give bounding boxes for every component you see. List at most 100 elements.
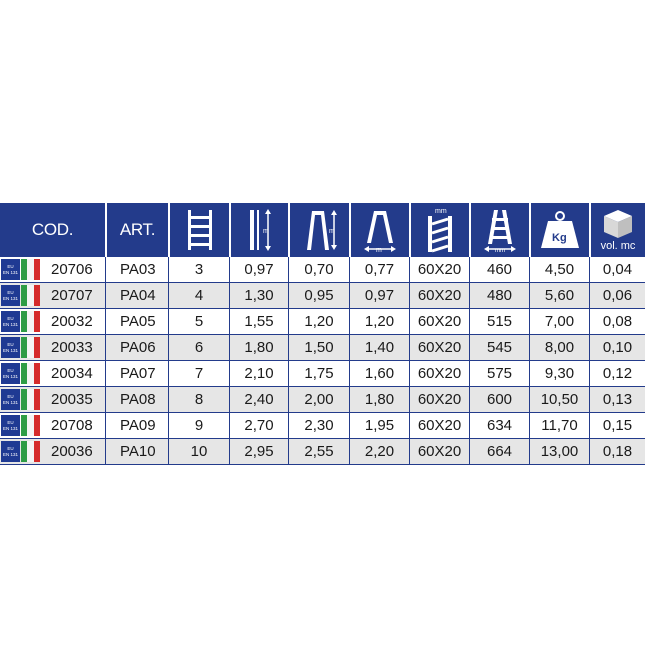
vol-value: 0,13 xyxy=(589,387,645,412)
certification-badges: EU EN 131 xyxy=(0,415,45,436)
h1-value: 2,10 xyxy=(229,361,288,386)
profile-value: 60X20 xyxy=(409,387,469,412)
italy-flag-icon xyxy=(21,311,40,332)
cod-cell: EU EN 131 20706 xyxy=(0,257,105,282)
h1-value: 1,80 xyxy=(229,335,288,360)
cod-cell: EU EN 131 20036 xyxy=(0,439,105,464)
base-width-icon: m xyxy=(349,203,409,257)
art-value: PA05 xyxy=(105,309,168,334)
italy-flag-icon xyxy=(21,441,40,462)
table-row: EU EN 131 20036 PA10 10 2,95 2,55 2,20 60X20 664 1… xyxy=(0,439,645,465)
vol-value: 0,04 xyxy=(589,257,645,282)
italy-flag-icon xyxy=(21,285,40,306)
eu-en131-badge-icon: EU EN 131 xyxy=(1,311,20,332)
cod-value: 20033 xyxy=(51,339,93,356)
eu-en131-badge-icon: EU EN 131 xyxy=(1,415,20,436)
vol-value: 0,10 xyxy=(589,335,645,360)
certification-badges: EU EN 131 xyxy=(0,441,45,462)
art-value: PA04 xyxy=(105,283,168,308)
vol-value: 0,12 xyxy=(589,361,645,386)
cod-cell: EU EN 131 20708 xyxy=(0,413,105,438)
h2-value: 2,00 xyxy=(288,387,349,412)
profile-value: 60X20 xyxy=(409,335,469,360)
art-value: PA07 xyxy=(105,361,168,386)
profile-value: 60X20 xyxy=(409,361,469,386)
steps-value: 9 xyxy=(168,413,229,438)
height-m-icon: m xyxy=(229,203,288,257)
svg-text:Kg: Kg xyxy=(552,232,567,244)
h1-value: 2,40 xyxy=(229,387,288,412)
art-value: PA03 xyxy=(105,257,168,282)
eu-en131-badge-icon: EU EN 131 xyxy=(1,337,20,358)
table-body: EU EN 131 20706 PA03 3 0,97 0,70 0,77 60X20 460 4,… xyxy=(0,257,645,465)
base-value: 460 xyxy=(469,257,529,282)
closed-height-icon: m xyxy=(288,203,349,257)
italy-flag-icon xyxy=(21,363,40,384)
cod-cell: EU EN 131 20035 xyxy=(0,387,105,412)
table-row: EU EN 131 20706 PA03 3 0,97 0,70 0,77 60X20 460 4,… xyxy=(0,257,645,283)
w-value: 1,95 xyxy=(349,413,409,438)
h2-value: 0,70 xyxy=(288,257,349,282)
eu-en131-badge-icon: EU EN 131 xyxy=(1,363,20,384)
kg-value: 8,00 xyxy=(529,335,589,360)
h1-value: 0,97 xyxy=(229,257,288,282)
cod-value: 20706 xyxy=(51,261,93,278)
cod-value: 20036 xyxy=(51,443,93,460)
cod-value: 20032 xyxy=(51,313,93,330)
h2-value: 2,30 xyxy=(288,413,349,438)
certification-badges: EU EN 131 xyxy=(0,285,45,306)
cod-value: 20034 xyxy=(51,365,93,382)
vol-value: 0,06 xyxy=(589,283,645,308)
w-value: 2,20 xyxy=(349,439,409,464)
table-header: COD. ART. m xyxy=(0,203,645,257)
certification-badges: EU EN 131 xyxy=(0,389,45,410)
italy-flag-icon xyxy=(21,337,40,358)
profile-value: 60X20 xyxy=(409,283,469,308)
kg-value: 11,70 xyxy=(529,413,589,438)
h1-value: 2,70 xyxy=(229,413,288,438)
table-row: EU EN 131 20033 PA06 6 1,80 1,50 1,40 60X20 545 8,… xyxy=(0,335,645,361)
h2-value: 2,55 xyxy=(288,439,349,464)
italy-flag-icon xyxy=(21,259,40,280)
h2-value: 1,75 xyxy=(288,361,349,386)
cod-cell: EU EN 131 20033 xyxy=(0,335,105,360)
eu-en131-badge-icon: EU EN 131 xyxy=(1,259,20,280)
w-value: 1,20 xyxy=(349,309,409,334)
cod-value: 20707 xyxy=(51,287,93,304)
table-row: EU EN 131 20035 PA08 8 2,40 2,00 1,80 60X20 600 10… xyxy=(0,387,645,413)
vol-value: 0,15 xyxy=(589,413,645,438)
eu-en131-badge-icon: EU EN 131 xyxy=(1,441,20,462)
h1-value: 1,30 xyxy=(229,283,288,308)
base-mm-icon: mm xyxy=(469,203,529,257)
italy-flag-icon xyxy=(21,389,40,410)
table-row: EU EN 131 20032 PA05 5 1,55 1,20 1,20 60X20 515 7,… xyxy=(0,309,645,335)
cod-cell: EU EN 131 20034 xyxy=(0,361,105,386)
h1-value: 2,95 xyxy=(229,439,288,464)
svg-text:mm: mm xyxy=(495,248,505,253)
w-value: 1,40 xyxy=(349,335,409,360)
steps-value: 10 xyxy=(168,439,229,464)
base-value: 600 xyxy=(469,387,529,412)
cod-value: 20035 xyxy=(51,391,93,408)
kg-value: 13,00 xyxy=(529,439,589,464)
italy-flag-icon xyxy=(21,415,40,436)
table-row: EU EN 131 20708 PA09 9 2,70 2,30 1,95 60X20 634 11… xyxy=(0,413,645,439)
kg-value: 7,00 xyxy=(529,309,589,334)
kg-value: 5,60 xyxy=(529,283,589,308)
volume-label: vol. mc xyxy=(600,240,636,252)
base-value: 545 xyxy=(469,335,529,360)
steps-value: 6 xyxy=(168,335,229,360)
svg-text:m: m xyxy=(263,228,269,235)
profile-value: 60X20 xyxy=(409,439,469,464)
base-value: 515 xyxy=(469,309,529,334)
kg-value: 9,30 xyxy=(529,361,589,386)
steps-value: 4 xyxy=(168,283,229,308)
steps-icon xyxy=(168,203,229,257)
header-cod: COD. xyxy=(31,220,74,239)
steps-value: 7 xyxy=(168,361,229,386)
profile-value: 60X20 xyxy=(409,413,469,438)
eu-en131-badge-icon: EU EN 131 xyxy=(1,285,20,306)
steps-value: 8 xyxy=(168,387,229,412)
vol-value: 0,08 xyxy=(589,309,645,334)
profile-value: 60X20 xyxy=(409,257,469,282)
